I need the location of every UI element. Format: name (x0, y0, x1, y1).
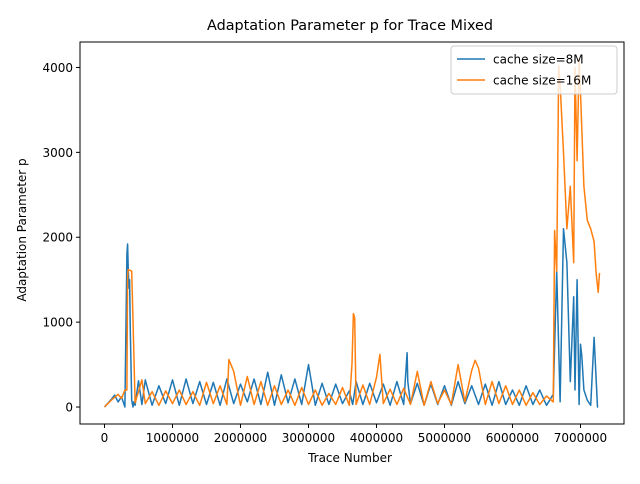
y-tick-label: 0 (65, 401, 73, 415)
x-tick-label: 4000000 (350, 431, 403, 445)
y-axis-label: Adaptation Parameter p (15, 158, 29, 301)
x-tick-label: 2000000 (214, 431, 267, 445)
legend-label-2: cache size=16M (493, 74, 591, 88)
y-tick-label: 4000 (42, 61, 73, 75)
x-tick-label: 1000000 (146, 431, 199, 445)
x-tick-label: 0 (101, 431, 109, 445)
legend-box (450, 45, 618, 95)
x-tick-label: 5000000 (418, 431, 471, 445)
axes: 0 1000000 2000000 3000000 4000000 5000000 6000… (42, 41, 625, 445)
x-tick-label: 6000000 (486, 431, 539, 445)
chart-title: Adaptation Parameter p for Trace Mixed (207, 18, 493, 34)
y-tick-label: 1000 (42, 316, 73, 330)
plot-area (103, 58, 601, 408)
x-axis-label: Trace Number (307, 451, 392, 465)
y-tick-label: 2000 (42, 231, 73, 245)
x-tick-label: 3000000 (282, 431, 335, 445)
x-tick-label: 7000000 (554, 431, 607, 445)
y-tick-label: 3000 (42, 146, 73, 160)
legend: cache size=8M cache size=16M (450, 45, 618, 95)
axes-frame (79, 41, 625, 425)
series-line-2 (103, 58, 601, 408)
legend-label-1: cache size=8M (493, 53, 584, 67)
